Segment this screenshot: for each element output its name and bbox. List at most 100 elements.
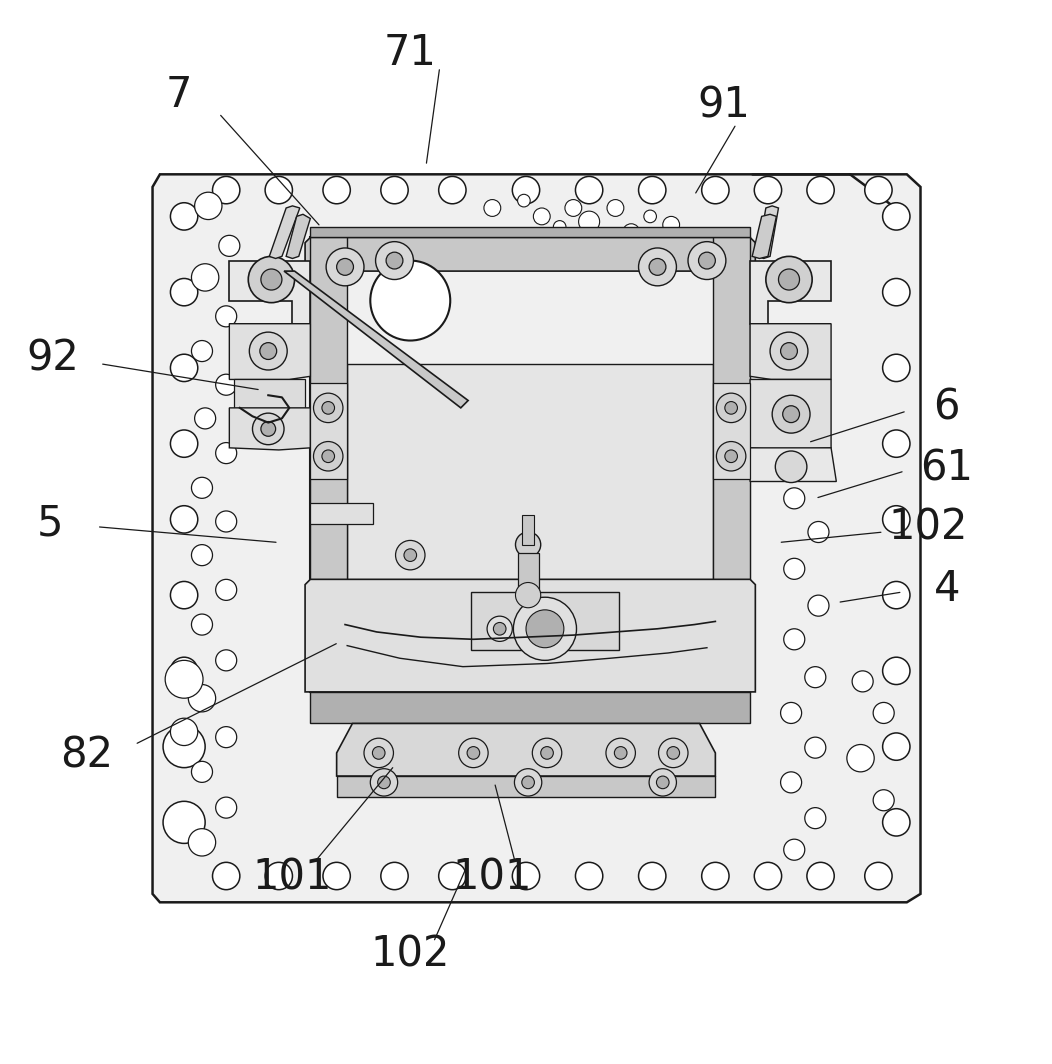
Polygon shape: [234, 380, 305, 408]
Polygon shape: [153, 174, 920, 902]
Circle shape: [656, 776, 669, 788]
Circle shape: [170, 354, 198, 382]
Circle shape: [644, 210, 656, 222]
Polygon shape: [750, 448, 836, 482]
Polygon shape: [750, 323, 831, 380]
Circle shape: [170, 505, 198, 533]
Polygon shape: [337, 724, 715, 776]
Circle shape: [512, 177, 540, 204]
Text: 91: 91: [697, 85, 750, 127]
Circle shape: [847, 745, 874, 771]
Bar: [347, 364, 713, 661]
Circle shape: [526, 610, 564, 648]
Circle shape: [805, 667, 826, 687]
Circle shape: [663, 216, 680, 233]
Circle shape: [170, 203, 198, 230]
Circle shape: [772, 395, 810, 433]
Circle shape: [195, 193, 222, 219]
Circle shape: [725, 450, 737, 463]
Circle shape: [507, 307, 524, 325]
Circle shape: [808, 595, 829, 616]
Circle shape: [784, 839, 805, 860]
Circle shape: [679, 534, 700, 555]
Circle shape: [342, 277, 373, 307]
Circle shape: [219, 235, 240, 256]
Circle shape: [216, 375, 237, 395]
Circle shape: [313, 393, 343, 422]
Polygon shape: [229, 261, 310, 323]
Circle shape: [439, 862, 466, 890]
Circle shape: [770, 332, 808, 370]
Circle shape: [865, 862, 892, 890]
Circle shape: [460, 313, 477, 330]
Circle shape: [216, 443, 237, 464]
Circle shape: [378, 776, 390, 788]
Circle shape: [191, 614, 213, 635]
Circle shape: [716, 393, 746, 422]
Text: 92: 92: [26, 337, 79, 380]
Circle shape: [452, 269, 473, 290]
Circle shape: [522, 776, 534, 788]
Circle shape: [170, 581, 198, 609]
Circle shape: [883, 279, 910, 305]
Circle shape: [481, 293, 498, 309]
Circle shape: [512, 862, 540, 890]
Circle shape: [532, 738, 562, 767]
Circle shape: [883, 354, 910, 382]
Circle shape: [376, 242, 413, 280]
Circle shape: [487, 616, 512, 642]
Circle shape: [459, 738, 488, 767]
Circle shape: [778, 269, 800, 290]
Circle shape: [694, 421, 715, 443]
Circle shape: [565, 200, 582, 216]
Circle shape: [649, 259, 666, 276]
Circle shape: [667, 747, 680, 760]
Circle shape: [216, 797, 237, 818]
Circle shape: [188, 684, 216, 712]
Circle shape: [370, 261, 450, 340]
Circle shape: [170, 718, 198, 746]
Circle shape: [216, 727, 237, 748]
Text: 101: 101: [452, 857, 532, 898]
Circle shape: [216, 305, 237, 327]
Circle shape: [381, 862, 408, 890]
Circle shape: [170, 430, 198, 458]
Circle shape: [694, 562, 715, 582]
Circle shape: [553, 220, 566, 233]
Circle shape: [781, 702, 802, 724]
Circle shape: [679, 397, 700, 418]
Circle shape: [249, 332, 287, 370]
Circle shape: [783, 405, 800, 422]
Polygon shape: [757, 205, 778, 259]
Polygon shape: [310, 383, 347, 480]
Polygon shape: [750, 261, 831, 323]
Text: 102: 102: [888, 506, 968, 549]
Circle shape: [702, 177, 729, 204]
Circle shape: [195, 408, 216, 429]
Circle shape: [883, 430, 910, 458]
Circle shape: [386, 252, 403, 269]
Circle shape: [883, 809, 910, 836]
Circle shape: [372, 747, 385, 760]
Circle shape: [639, 862, 666, 890]
Circle shape: [614, 747, 627, 760]
Circle shape: [322, 401, 335, 414]
Polygon shape: [713, 237, 750, 661]
Circle shape: [515, 532, 541, 558]
Text: 82: 82: [60, 734, 113, 776]
Text: 61: 61: [920, 448, 973, 489]
Bar: [522, 515, 534, 545]
Circle shape: [191, 264, 219, 292]
Circle shape: [364, 738, 393, 767]
Text: 101: 101: [252, 857, 332, 898]
Circle shape: [188, 829, 216, 857]
Circle shape: [781, 771, 802, 793]
Polygon shape: [286, 214, 310, 259]
Polygon shape: [310, 661, 750, 692]
Circle shape: [396, 541, 425, 570]
Circle shape: [518, 195, 530, 206]
Polygon shape: [337, 776, 715, 797]
Circle shape: [163, 726, 205, 767]
Text: 71: 71: [384, 32, 437, 74]
Text: 7: 7: [165, 74, 193, 116]
